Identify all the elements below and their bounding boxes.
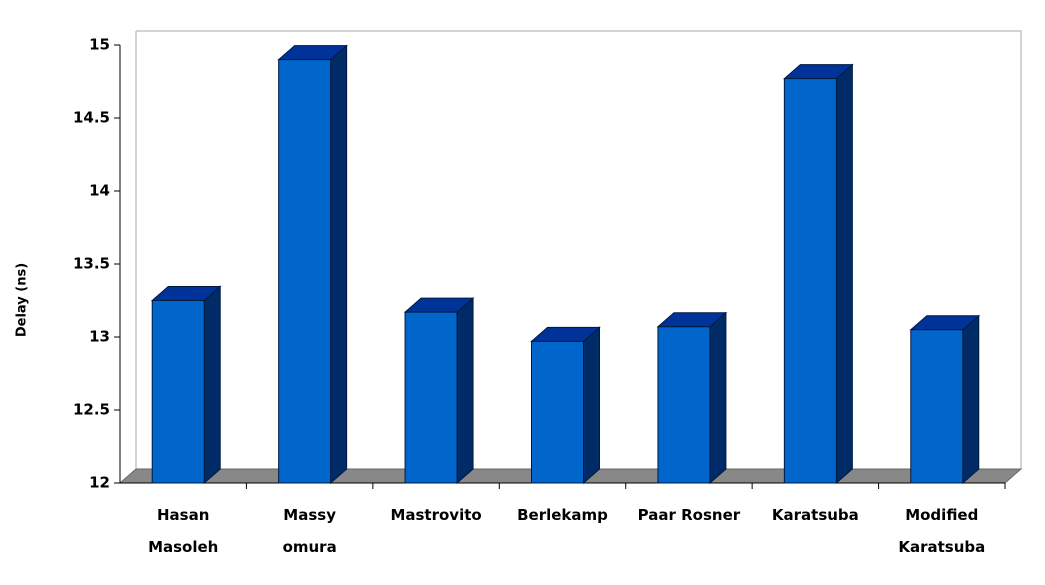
y-tick-label: 13	[89, 328, 110, 346]
x-tick-label: Modified Karatsuba	[898, 506, 985, 556]
bar-front	[278, 59, 332, 484]
bar-side	[962, 314, 980, 485]
bar	[403, 297, 475, 485]
bar	[277, 44, 348, 485]
bar-side	[203, 285, 221, 485]
bar	[150, 285, 222, 485]
bar	[530, 326, 601, 485]
bar-front	[657, 326, 711, 484]
bar-front	[151, 300, 205, 484]
y-tick-label: 15	[89, 36, 110, 54]
x-tick-label: Hasan Masoleh	[148, 506, 218, 556]
y-tick-label: 14.5	[73, 109, 110, 127]
x-tick-label: Berlekamp	[517, 506, 608, 524]
bar-side	[456, 297, 474, 485]
y-axis-label: Delay (ns)	[15, 263, 30, 337]
back-wall	[136, 30, 1022, 469]
y-tick-label: 12.5	[73, 401, 110, 419]
y-tick-label: 13.5	[73, 255, 110, 273]
bar-side	[583, 326, 600, 485]
bar-front	[404, 311, 458, 484]
bar-side	[330, 44, 348, 485]
x-tick-label: Massy omura	[283, 506, 337, 556]
x-tick-label: Karatsuba	[772, 506, 859, 524]
bar-side	[709, 311, 727, 485]
x-tick-label: Mastrovito	[390, 506, 481, 524]
x-tick-label: Paar Rosner	[638, 506, 741, 524]
bar	[783, 63, 854, 485]
bar	[656, 311, 728, 485]
bar	[909, 314, 981, 485]
bar-front	[910, 329, 964, 484]
bar-front	[783, 78, 837, 484]
bar-front	[531, 340, 584, 484]
y-tick-label: 12	[89, 474, 110, 492]
y-tick-label: 14	[89, 182, 110, 200]
bar-side	[835, 63, 853, 485]
